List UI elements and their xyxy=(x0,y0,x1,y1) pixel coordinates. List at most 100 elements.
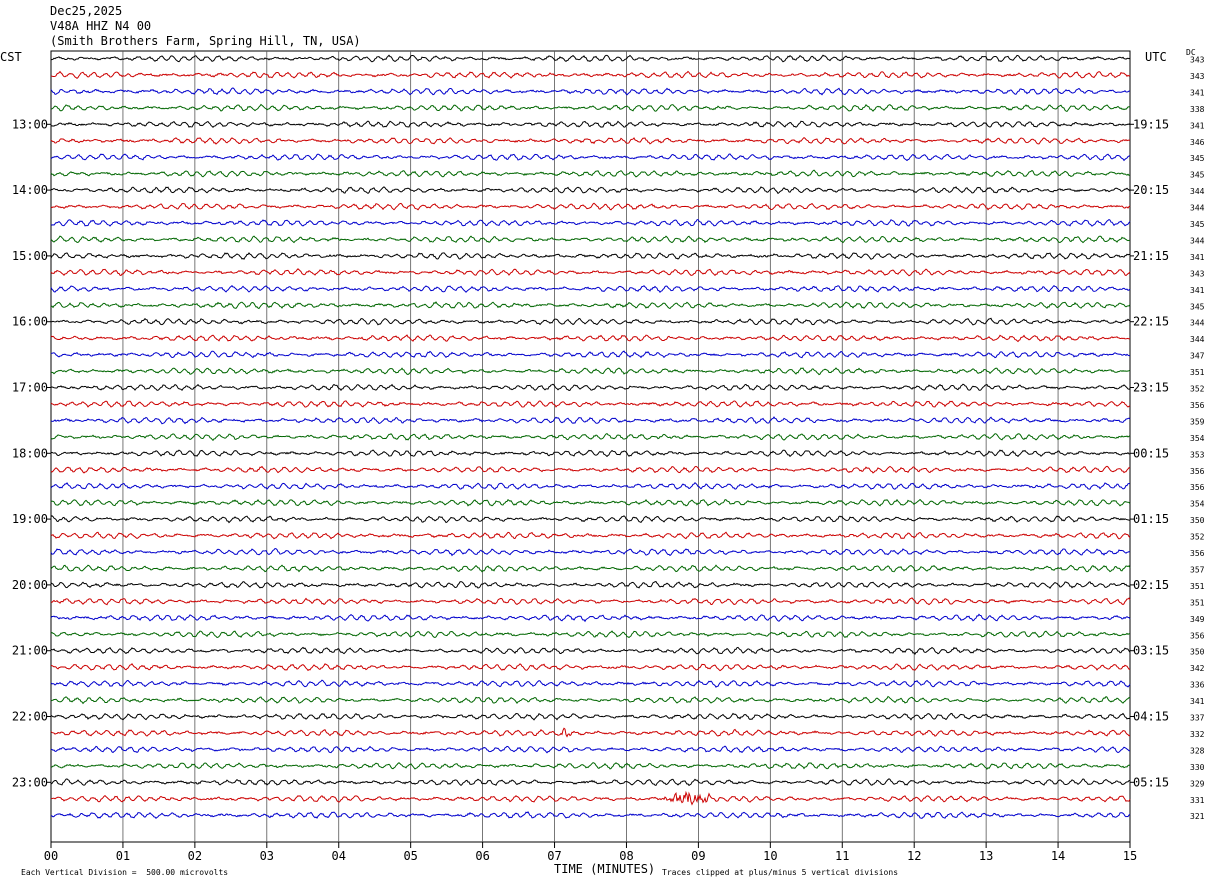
trace-row-17 xyxy=(50,317,1131,326)
trace-row-27 xyxy=(50,481,1131,490)
trace-row-20 xyxy=(50,367,1131,376)
dc-offset-label: 350 xyxy=(1190,648,1205,657)
trace-row-31 xyxy=(50,547,1131,557)
right-hour-label: 21:15 xyxy=(1133,249,1169,263)
dc-offset-label: 344 xyxy=(1190,187,1205,196)
trace-row-15 xyxy=(50,284,1131,294)
trace-row-24 xyxy=(50,433,1131,442)
x-tick-label: 14 xyxy=(1051,849,1065,863)
dc-offset-label: 341 xyxy=(1190,286,1205,295)
right-hour-label: 22:15 xyxy=(1133,315,1169,329)
right-timezone-label: UTC xyxy=(1145,50,1167,64)
trace-row-2 xyxy=(50,70,1131,80)
right-hour-label: 20:15 xyxy=(1133,183,1169,197)
dc-offset-label: 330 xyxy=(1190,763,1205,772)
left-hour-label: 13:00 xyxy=(12,117,48,131)
trace-row-5 xyxy=(50,120,1131,128)
trace-row-26 xyxy=(50,465,1131,474)
dc-offset-label: 356 xyxy=(1190,549,1205,558)
x-tick-label: 05 xyxy=(403,849,417,863)
trace-row-29 xyxy=(50,515,1131,524)
x-tick-label: 04 xyxy=(332,849,346,863)
trace-row-1 xyxy=(50,54,1131,63)
dc-offset-label: 352 xyxy=(1190,533,1205,542)
dc-offset-label: 345 xyxy=(1190,302,1205,311)
dc-offset-label: 353 xyxy=(1190,450,1205,459)
dc-offset-label: 351 xyxy=(1190,598,1205,607)
trace-row-43 xyxy=(50,745,1131,754)
dc-offset-label: 350 xyxy=(1190,516,1205,525)
dc-offset-label: 352 xyxy=(1190,385,1205,394)
x-tick-label: 11 xyxy=(835,849,849,863)
x-tick-label: 09 xyxy=(691,849,705,863)
trace-row-46 xyxy=(50,790,1131,806)
dc-offset-label: 336 xyxy=(1190,681,1205,690)
x-tick-label: 10 xyxy=(763,849,777,863)
trace-row-47 xyxy=(50,811,1131,819)
dc-offset-label: 344 xyxy=(1190,319,1205,328)
header-station: V48A HHZ N4 00 xyxy=(50,19,152,33)
dc-offset-label: 341 xyxy=(1190,253,1205,262)
trace-row-19 xyxy=(50,350,1131,359)
dc-offset-label: 356 xyxy=(1190,401,1205,410)
trace-row-28 xyxy=(50,498,1131,507)
trace-row-44 xyxy=(50,762,1131,770)
x-tick-label: 12 xyxy=(907,849,921,863)
trace-row-34 xyxy=(50,597,1131,606)
dc-offset-label: 351 xyxy=(1190,368,1205,377)
dc-offset-label: 356 xyxy=(1190,467,1205,476)
trace-row-45 xyxy=(50,778,1131,787)
trace-row-37 xyxy=(50,646,1131,655)
trace-row-10 xyxy=(50,202,1131,211)
dc-offset-label: 328 xyxy=(1190,746,1205,755)
dc-offset-label: 332 xyxy=(1190,730,1205,739)
left-hour-label: 17:00 xyxy=(12,381,48,395)
dc-offset-label: 347 xyxy=(1190,352,1205,361)
trace-row-38 xyxy=(50,663,1131,672)
scale-note: Each Vertical Division = 500.00 microvol… xyxy=(21,868,229,877)
right-hour-label: 04:15 xyxy=(1133,710,1169,724)
dc-offset-label: 343 xyxy=(1190,269,1205,278)
dc-offset-label: 345 xyxy=(1190,154,1205,163)
trace-row-14 xyxy=(50,268,1131,277)
plot-frame xyxy=(50,50,1131,843)
trace-row-7 xyxy=(50,153,1131,162)
trace-row-40 xyxy=(50,695,1131,705)
left-timezone-label: CST xyxy=(0,50,22,64)
dc-offset-label: 337 xyxy=(1190,714,1205,723)
left-hour-label: 14:00 xyxy=(12,183,48,197)
x-tick-label: 02 xyxy=(188,849,202,863)
dc-header-label: DC xyxy=(1186,48,1196,57)
trace-row-21 xyxy=(50,383,1131,392)
dc-offset-label: 344 xyxy=(1190,236,1205,245)
right-hour-label: 00:15 xyxy=(1133,446,1169,460)
left-hour-label: 18:00 xyxy=(12,446,48,460)
clip-note: Traces clipped at plus/minus 5 vertical … xyxy=(662,868,899,877)
trace-row-32 xyxy=(50,564,1131,573)
dc-offset-label: 338 xyxy=(1190,105,1205,114)
right-hour-label: 19:15 xyxy=(1133,117,1169,131)
x-tick-label: 06 xyxy=(475,849,489,863)
trace-row-6 xyxy=(50,136,1131,145)
dc-offset-label: 344 xyxy=(1190,335,1205,344)
trace-row-13 xyxy=(50,252,1131,260)
x-tick-label: 00 xyxy=(44,849,58,863)
x-tick-label: 08 xyxy=(619,849,633,863)
trace-row-42 xyxy=(50,727,1131,738)
header-location: (Smith Brothers Farm, Spring Hill, TN, U… xyxy=(50,34,361,48)
trace-row-11 xyxy=(50,218,1131,227)
dc-offset-label: 357 xyxy=(1190,565,1205,574)
dc-offset-label: 343 xyxy=(1190,72,1205,81)
x-tick-label: 07 xyxy=(547,849,561,863)
dc-offset-label: 349 xyxy=(1190,615,1205,624)
left-hour-label: 20:00 xyxy=(12,578,48,592)
trace-row-23 xyxy=(50,416,1131,425)
dc-offset-label: 344 xyxy=(1190,204,1205,213)
trace-row-4 xyxy=(50,103,1131,112)
trace-row-9 xyxy=(50,186,1131,195)
trace-row-16 xyxy=(50,301,1131,310)
trace-row-35 xyxy=(50,613,1131,623)
trace-row-22 xyxy=(50,400,1131,408)
header-date: Dec25,2025 xyxy=(50,4,123,18)
